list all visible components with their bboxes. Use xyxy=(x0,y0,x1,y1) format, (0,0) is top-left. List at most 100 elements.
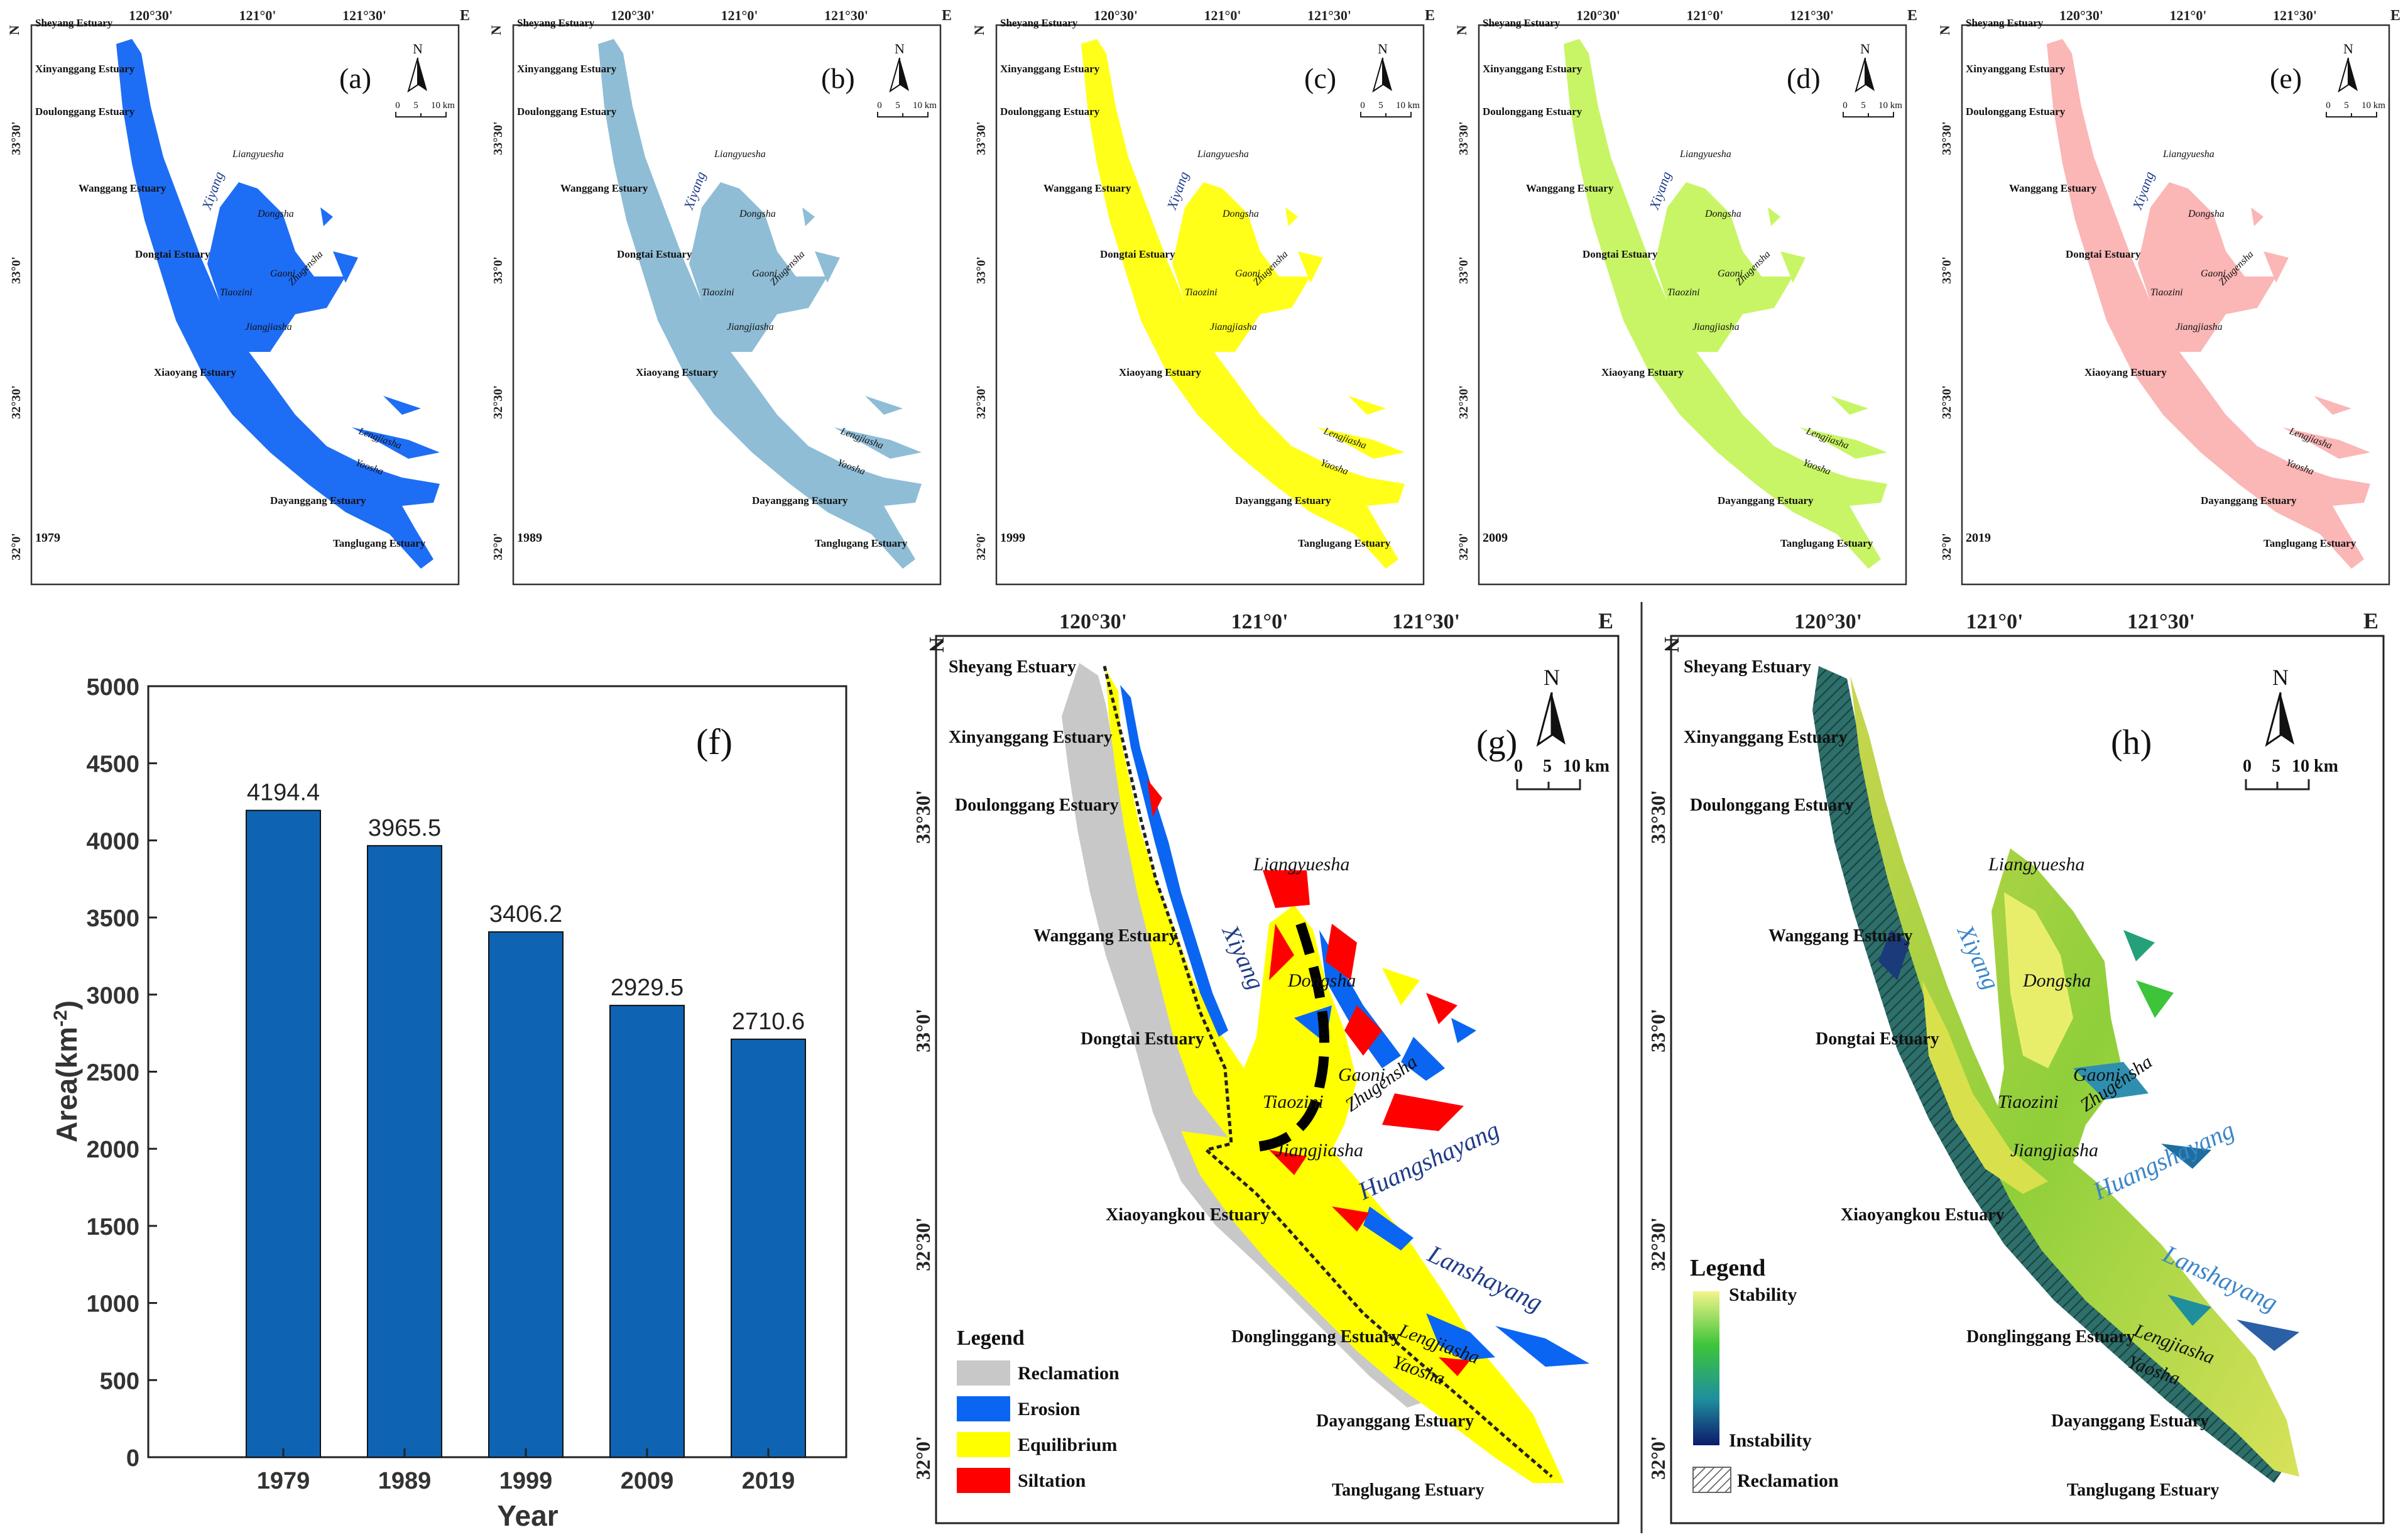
longitude-tick-label: 121°0' xyxy=(239,8,276,23)
latitude-tick-label: 32°30' xyxy=(1940,385,1954,419)
estuary-label: Sheyang Estuary xyxy=(1483,17,1561,29)
latitude-tick-label: 33°30' xyxy=(1647,790,1669,844)
sandbank-label: Jiangjiasha xyxy=(727,322,774,332)
small-map-panel-label: (c) xyxy=(1304,62,1336,94)
latitude-tick-label: 32°0' xyxy=(491,533,505,561)
estuary-label: Wanggang Estuary xyxy=(2009,182,2097,194)
latitude-tick-label: 32°0' xyxy=(1940,533,1954,561)
sandbank-label: Dongsha xyxy=(257,209,294,219)
longitude-tick-label: 121°0' xyxy=(1966,610,2023,633)
estuary-label: Xiaoyang Estuary xyxy=(1601,366,1684,378)
y-tick-label: 500 xyxy=(100,1368,139,1394)
north-arrow-icon xyxy=(1383,58,1392,91)
estuary-label: Donglinggang Estuary xyxy=(1231,1327,1400,1347)
estuary-label: Sheyang Estuary xyxy=(35,17,113,29)
scale-bar xyxy=(2326,112,2377,118)
legend-label-siltation: Siltation xyxy=(1018,1470,1086,1491)
estuary-label: Dayanggang Estuary xyxy=(1316,1411,1474,1431)
chart-panel-label: (f) xyxy=(696,721,733,762)
north-arrow-letter: N xyxy=(1544,665,1560,690)
north-corner-label: N xyxy=(488,25,504,35)
stability-gradient-bar xyxy=(1693,1291,1719,1445)
legend-swatch-erosion xyxy=(957,1396,1010,1421)
y-axis-ticks: 0 500 1000 1500 2000 2500 3000 3500 4000 4500 5000 xyxy=(86,674,157,1472)
scale-bar xyxy=(1843,112,1894,118)
sandbank-label: Jiangjiasha xyxy=(1692,322,1740,332)
legend-swatch-equilibrium xyxy=(957,1432,1010,1457)
sandbank-label: Tiaozini xyxy=(702,287,734,298)
scale-label: 10 km xyxy=(1878,101,1902,111)
latitude-tick-label: 32°30' xyxy=(912,1217,934,1271)
latitude-tick-label: 32°30' xyxy=(1647,1217,1669,1271)
estuary-label: Doulonggang Estuary xyxy=(1483,106,1583,118)
estuary-label: Xiaoyang Estuary xyxy=(636,366,718,378)
tidal-flat-shape xyxy=(1564,39,1887,569)
estuary-label: Wanggang Estuary xyxy=(79,182,166,194)
sandbank-fragment xyxy=(815,251,840,283)
legend-label-reclamation: Reclamation xyxy=(1018,1363,1120,1384)
estuary-label: Sheyang Estuary xyxy=(1000,17,1078,29)
sandbank-fragment xyxy=(352,427,440,459)
sandbank-label: Gaoni xyxy=(1235,268,1260,279)
scale-bar xyxy=(877,112,929,118)
sandbank-label: Gaoni xyxy=(2201,268,2226,279)
sandbank-label: Tiaozini xyxy=(2150,287,2183,298)
bars: 4194.4 1979 3965.5 1989 3406.2 1999 2929.5 2009… xyxy=(246,780,806,1494)
latitude-tick-label: 33°0' xyxy=(912,1009,934,1053)
estuary-label: Tanglugang Estuary xyxy=(815,537,908,549)
tidal-flat-shape xyxy=(116,39,440,569)
north-corner-label: N xyxy=(6,25,22,35)
latitude-tick-label: 33°0' xyxy=(1940,256,1954,284)
estuary-label: Tanglugang Estuary xyxy=(1780,537,1873,549)
y-tick-label: 0 xyxy=(126,1445,139,1472)
latitude-tick-label: 32°0' xyxy=(9,533,23,561)
latitude-tick-label: 32°30' xyxy=(9,385,23,419)
sandbank-fragment xyxy=(865,396,903,415)
legend-title: Legend xyxy=(957,1326,1025,1350)
sandbank-label: Liangyuesha xyxy=(1988,854,2084,875)
erosion-strip xyxy=(1120,685,1228,1037)
north-arrow-letter: N xyxy=(1378,41,1388,57)
x-tick-label: 2019 xyxy=(742,1468,795,1494)
y-tick-label: 5000 xyxy=(86,674,139,701)
longitude-tick-label: 121°0' xyxy=(1231,610,1288,633)
map-h-legend: Legend Stability Instability Reclamation xyxy=(1690,1255,1839,1493)
small-map-year: 1989 xyxy=(517,531,542,545)
small-map-panel: 120°30' 121°0' 121°30' E N 33°30' 33°0' 32°30' 3… xyxy=(488,8,952,586)
scale-label: 0 xyxy=(1360,101,1365,111)
radial-sandbank-shape xyxy=(2138,182,2276,352)
estuary-label: Dayanggang Estuary xyxy=(2051,1411,2209,1431)
north-arrow-letter: N xyxy=(895,41,905,57)
bar-value-label: 3965.5 xyxy=(368,815,441,841)
legend-label-erosion: Erosion xyxy=(1018,1399,1081,1419)
longitude-tick-label: 121°30' xyxy=(2273,8,2317,23)
bar-1989 xyxy=(367,845,442,1458)
estuary-label: Xiaoyang Estuary xyxy=(1119,366,1201,378)
small-map-year: 2009 xyxy=(1483,531,1508,545)
latitude-tick-label: 33°0' xyxy=(9,256,23,284)
map-panel-g-change: 120°30' 121°0' 121°30' E N 33°30' 33°0' 32°30' 3… xyxy=(912,608,1620,1524)
estuary-label: Tanglugang Estuary xyxy=(2067,1480,2220,1500)
sandbank-fragment xyxy=(383,396,421,415)
east-corner-label: E xyxy=(2363,608,2378,633)
longitude-tick-label: 121°0' xyxy=(1204,8,1241,23)
y-axis-title-main: Area(km xyxy=(50,1027,83,1142)
estuary-label: Dongtai Estuary xyxy=(1081,1029,1204,1049)
latitude-tick-label: 32°30' xyxy=(1457,385,1471,419)
tidal-flat-shape xyxy=(2047,39,2370,569)
scale-label: 10 km xyxy=(913,101,937,111)
scale-bar xyxy=(1360,112,1412,118)
north-arrow-letter: N xyxy=(2272,665,2289,690)
scale-label: 0 xyxy=(1514,757,1523,776)
radial-sandbank-shape xyxy=(1655,182,1793,352)
x-tick-label: 1979 xyxy=(257,1468,310,1494)
longitude-tick-label: 121°30' xyxy=(2127,610,2195,633)
sandbank-fragment xyxy=(1780,251,1806,283)
x-axis-title: Year xyxy=(497,1499,558,1532)
y-tick-label: 2000 xyxy=(86,1137,139,1163)
legend-label-equilibrium: Equilibrium xyxy=(1018,1435,1117,1455)
small-map-year: 1979 xyxy=(35,531,60,545)
scale-bar xyxy=(1516,779,1581,790)
north-arrow-letter: N xyxy=(2343,41,2353,57)
sandbank-fragment xyxy=(1317,427,1405,459)
